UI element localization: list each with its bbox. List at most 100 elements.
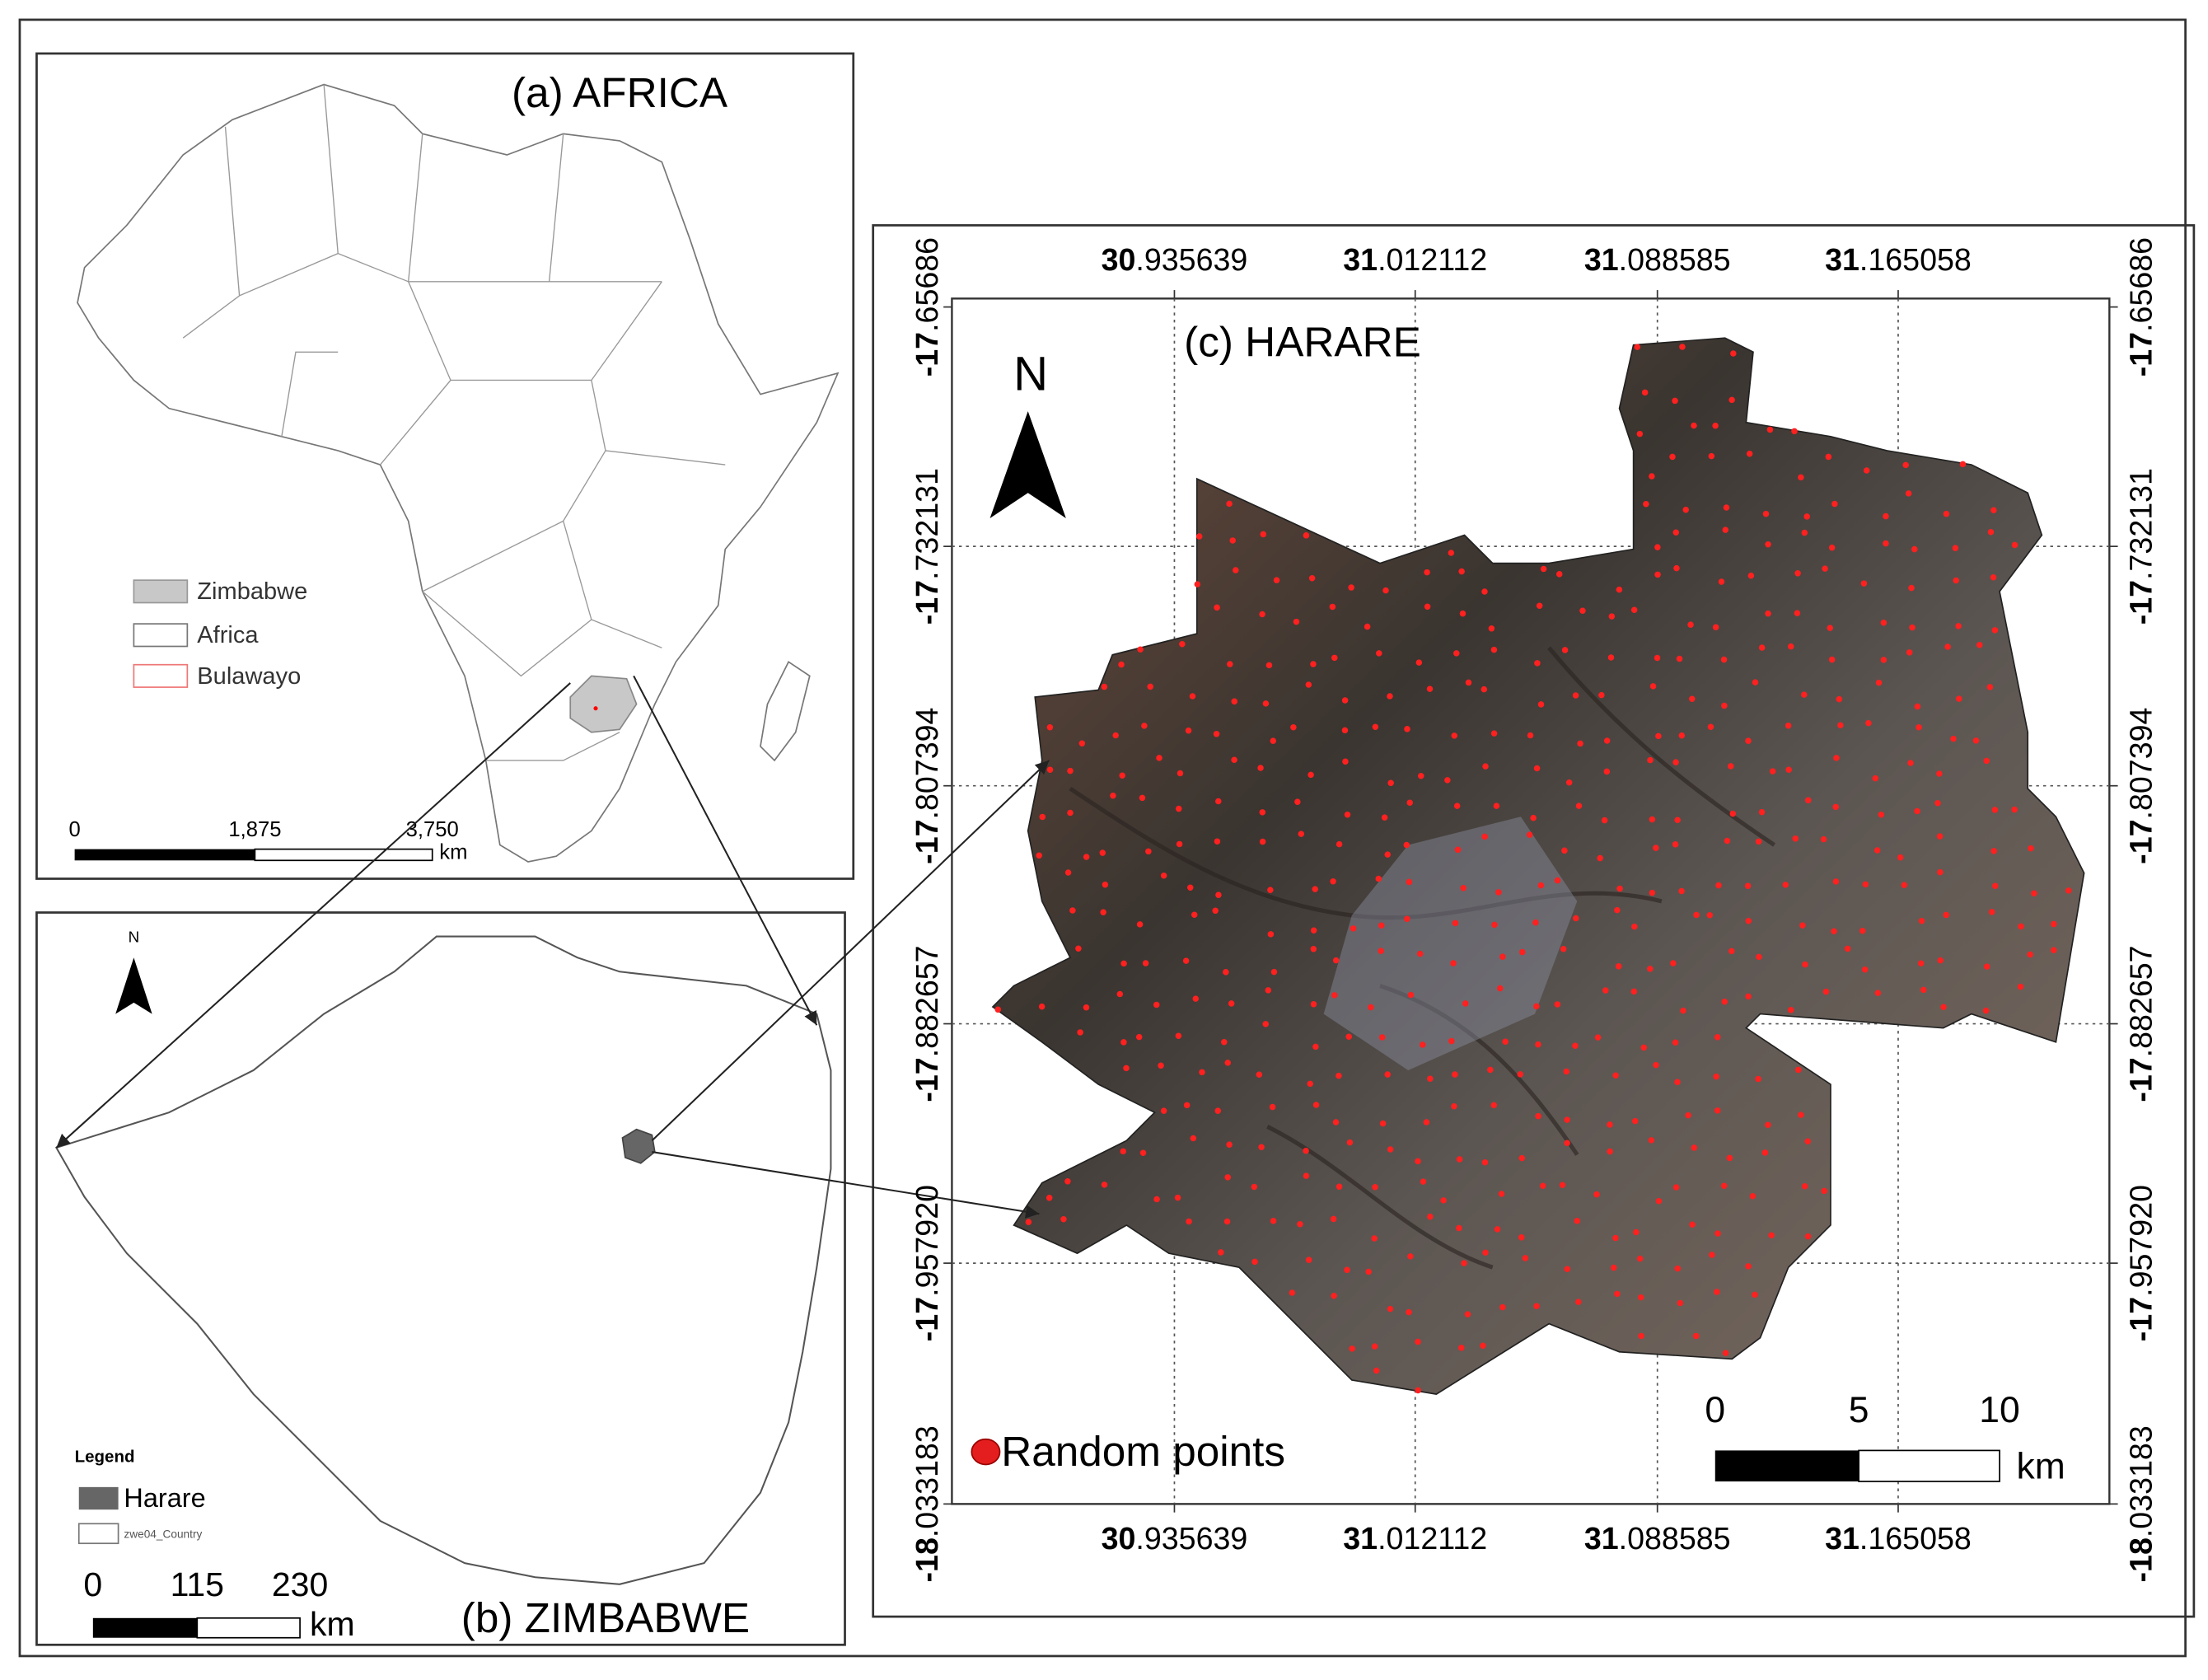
random-point	[1046, 1195, 1053, 1201]
coordinate-label: -18.033183	[2123, 1425, 2158, 1582]
random-point	[1654, 544, 1661, 550]
random-point	[1554, 1001, 1561, 1008]
random-point	[1758, 808, 1766, 816]
random-point	[1060, 1216, 1067, 1223]
random-point	[1909, 624, 1916, 631]
random-point	[1709, 1252, 1715, 1258]
random-point	[1482, 1249, 1489, 1256]
random-point	[1655, 1197, 1663, 1205]
random-point	[1378, 948, 1384, 954]
random-point	[1633, 1228, 1640, 1236]
random-point	[1329, 603, 1336, 611]
random-point	[1153, 1196, 1160, 1203]
random-point	[1616, 586, 1623, 593]
random-point	[1729, 810, 1737, 817]
random-point	[1832, 803, 1839, 811]
random-point	[1564, 1116, 1570, 1123]
random-point	[1982, 1007, 1990, 1014]
random-point	[1416, 950, 1424, 957]
random-point	[1344, 811, 1351, 818]
random-point	[1498, 1191, 1505, 1197]
random-point	[1312, 1102, 1320, 1108]
coordinate-label: -17.882657	[910, 945, 944, 1102]
random-point	[1649, 683, 1657, 690]
random-point	[1290, 724, 1297, 731]
random-point	[1612, 1234, 1619, 1242]
random-point	[1828, 544, 1836, 551]
random-point	[1189, 693, 1196, 700]
random-point	[1452, 920, 1459, 927]
random-point	[1787, 1007, 1794, 1013]
random-point	[1653, 845, 1659, 851]
random-point	[1678, 732, 1686, 739]
random-point	[1160, 872, 1167, 879]
connector-arrow	[55, 682, 571, 1149]
random-point	[1672, 841, 1679, 848]
random-point	[1907, 760, 1914, 766]
random-point	[1874, 847, 1881, 854]
random-point	[1747, 572, 1755, 579]
random-point	[1420, 1041, 1426, 1048]
random-point	[1406, 1308, 1412, 1316]
random-point	[1911, 545, 1918, 553]
random-point	[1077, 1029, 1083, 1036]
random-point	[1406, 799, 1413, 806]
random-point	[1634, 344, 1641, 350]
random-point	[1258, 1144, 1265, 1151]
random-point	[1959, 461, 1967, 468]
random-point	[1594, 1034, 1602, 1041]
random-point	[1795, 1066, 1802, 1074]
random-point	[1160, 1107, 1167, 1114]
scale-label: 0	[68, 818, 80, 841]
random-point	[1251, 1183, 1258, 1191]
random-point	[1228, 1000, 1235, 1007]
random-point	[1270, 968, 1278, 976]
random-point	[1708, 452, 1715, 460]
random-point	[1636, 430, 1644, 438]
random-point	[1672, 397, 1678, 405]
coordinate-label: -17.957920	[910, 1185, 944, 1341]
random-point	[1785, 766, 1792, 773]
random-point	[1943, 911, 1949, 919]
random-point	[1636, 1255, 1644, 1262]
legend-label: Random points	[1001, 1428, 1285, 1475]
random-point	[1955, 623, 1962, 629]
random-point	[1310, 946, 1317, 952]
random-point	[1901, 882, 1908, 888]
random-point	[1792, 835, 1799, 842]
random-point	[1872, 774, 1879, 782]
random-point	[1499, 953, 1506, 960]
random-point	[1382, 587, 1389, 594]
random-point	[1420, 1178, 1427, 1185]
random-point	[1341, 697, 1349, 704]
coordinate-label: 30.935639	[1102, 1521, 1248, 1556]
zimbabwe-in-africa	[569, 675, 638, 733]
random-point	[1952, 545, 1959, 551]
random-point	[1226, 500, 1233, 508]
random-point	[1610, 1264, 1617, 1271]
random-point	[1680, 1007, 1686, 1014]
legend-label: Zimbabwe	[197, 578, 307, 605]
random-point	[1950, 735, 1957, 742]
scale-label: 1,875	[228, 818, 281, 841]
random-point	[1378, 1034, 1386, 1041]
coordinate-label: 31.088585	[1584, 242, 1731, 277]
madagascar	[760, 661, 811, 762]
random-point	[1481, 686, 1488, 693]
random-point	[1669, 453, 1676, 461]
random-point	[1533, 1003, 1540, 1010]
random-point	[1647, 756, 1654, 764]
random-point	[1865, 719, 1872, 727]
connector-arrow	[633, 675, 818, 1026]
random-point	[1120, 1148, 1127, 1155]
random-point	[1179, 640, 1186, 648]
random-point	[1336, 840, 1343, 848]
random-point	[1616, 885, 1623, 892]
map-frame	[951, 297, 2111, 1505]
random-point	[1257, 765, 1264, 771]
random-point	[1782, 882, 1789, 888]
panel-zimbabwe	[35, 911, 846, 1646]
random-point	[1387, 1146, 1394, 1153]
random-point	[1497, 985, 1504, 992]
random-point	[1803, 513, 1810, 520]
